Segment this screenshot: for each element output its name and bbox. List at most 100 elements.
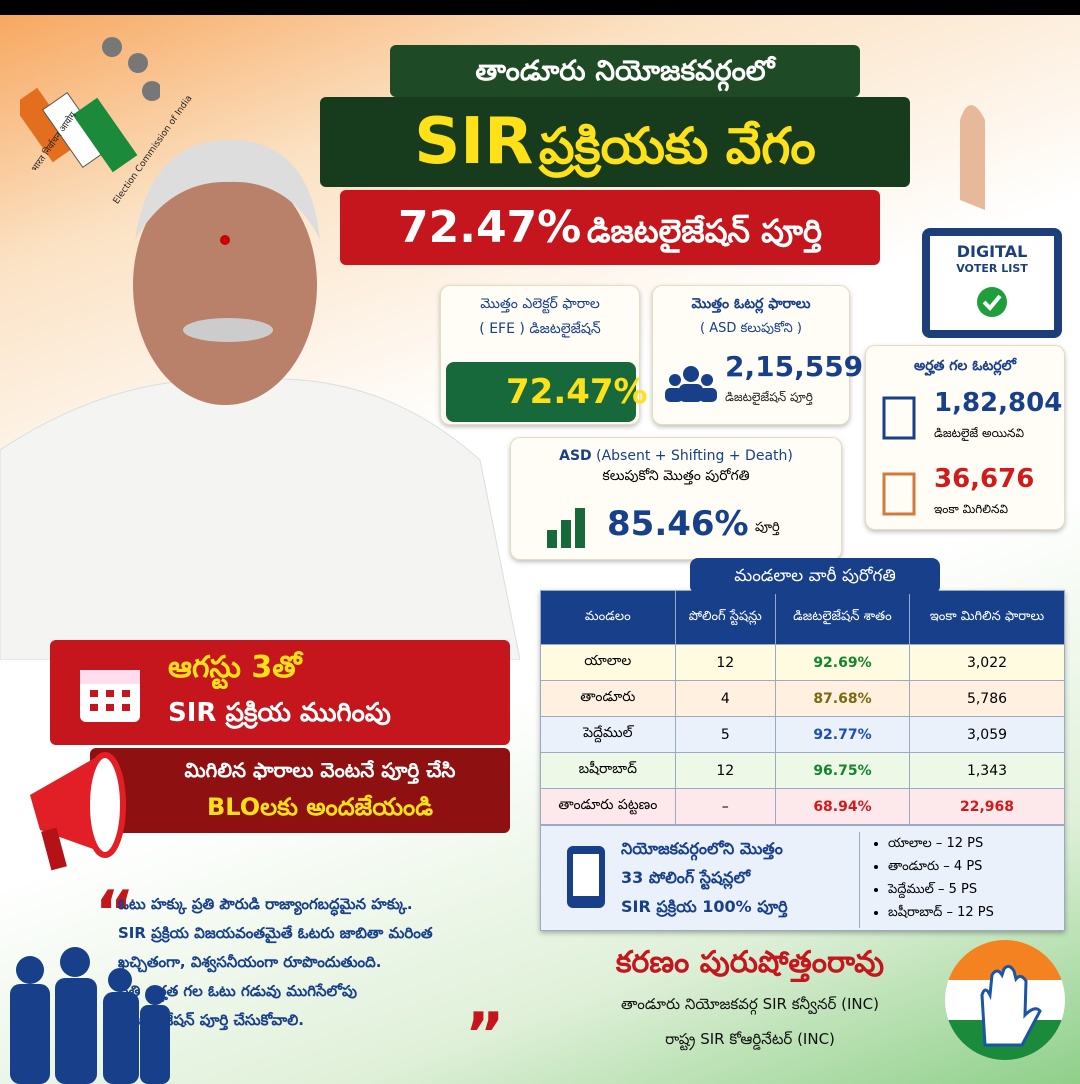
summary-item: పెద్దేముల్ – 5 PS <box>888 878 1064 901</box>
table-cell: – <box>674 788 776 825</box>
eligible-card: అర్హత గల ఓటర్లలో 1,82,804 డిజటలైజే అయినవ… <box>865 345 1065 530</box>
summary-items: యాలాల – 12 PSతాండూరు – 4 PSపెద్దేముల్ – … <box>859 832 1064 928</box>
deadline-banner: ఆగస్టు 3తో SIR ప్రక్రియ ముగింపు <box>50 640 510 745</box>
quote-line: ఖచ్చితంగా, విశ్వసనీయంగా రూపొందుతుంది. <box>118 953 382 971</box>
title-percent-box: 72.47% డిజటలైజేషన్ పూర్తి <box>340 190 880 265</box>
table-cell: తాండూరు <box>540 680 676 717</box>
people-icon <box>665 366 717 402</box>
table-row: పెద్దేముల్ 5 92.77% 3,059 <box>540 716 1065 753</box>
congress-logo <box>945 940 1065 1060</box>
quote-line: ప్రతి అర్హత గల ఓటు గడువు ముగిసేలోపు <box>118 982 357 1000</box>
title-line2-box: SIR ప్రక్రియకు వేగం <box>320 97 910 187</box>
top-bar <box>0 0 1080 15</box>
table-cell: 92.77% <box>774 716 911 753</box>
signature-role2: రాష్ట్ర SIR కోఆర్డినేటర్ (INC) <box>665 1030 835 1048</box>
calendar-icon <box>80 670 140 722</box>
table-row: బషీరాబాద్ 12 96.75% 1,343 <box>540 752 1065 789</box>
deadline-sub-banner: మిగిలిన ఫారాలు వెంటనే పూర్తి చేసి BLOలకు… <box>90 748 510 833</box>
table-cell: యాలాల <box>540 644 676 681</box>
deadline-line4: BLOలకు అందజేయండి <box>207 793 433 821</box>
deadline-line3: మిగిలిన ఫారాలు వెంటనే పూర్తి చేసి <box>184 758 456 782</box>
summary-item: యాలాల – 12 PS <box>888 832 1064 855</box>
quote-line: SIR ప్రక్రియ విజయవంతమైతే ఓటరు జాబితా మరి… <box>118 924 433 942</box>
voter-list-label: VOTER LIST <box>956 262 1028 275</box>
person-photo <box>0 140 520 660</box>
laptop-illustration <box>922 105 1062 338</box>
table-cell: 4 <box>674 680 776 717</box>
table-cell: 1,343 <box>909 752 1065 789</box>
quote-line: ఓటు హక్కు ప్రతి పౌరుడి రాజ్యాంగబద్ధమైన హ… <box>118 895 413 913</box>
table-cell: 3,059 <box>909 716 1065 753</box>
efe-label: మొత్తం ఎలెక్టర్ ఫారాల <box>480 296 600 312</box>
asd-value: 85.46% <box>607 504 749 544</box>
table-cell: 5,786 <box>909 680 1065 717</box>
bars-icon <box>547 508 585 548</box>
digital-label: DIGITAL <box>956 242 1028 261</box>
deadline-line1: ఆగస్టు 3తో <box>168 650 302 685</box>
phone-icon <box>567 846 605 908</box>
table-cell: 22,968 <box>909 788 1065 825</box>
total-note: డిజటలైజేషన్ పూర్తి <box>725 390 813 404</box>
table-cell: 12 <box>674 752 776 789</box>
header-row: మండలం పోలింగ్ స్టేషన్లు డిజటలైజేషన్ శాతం ఇం… <box>540 590 1065 645</box>
eligible-left-value: 36,676 <box>934 464 1035 494</box>
asd-label: కలుపుకోని మొత్తం పురోగతి <box>602 468 750 484</box>
total-card: మొత్తం ఓటర్ల ఫారాలు ( ASD కలుపుకోని ) 2,… <box>652 285 863 425</box>
eligible-label: అర్హత గల ఓటర్లలో <box>914 358 1016 374</box>
table-row: తాండూరు 4 87.68% 5,786 <box>540 680 1065 717</box>
asd-card: ASD (Absent + Shifting + Death) కలుపుకోన… <box>510 437 842 560</box>
total-sub: ( ASD కలుపుకోని ) <box>699 321 802 336</box>
table-cell: 96.75% <box>774 752 911 789</box>
eci-logo <box>20 37 160 173</box>
total-label: మొత్తం ఓటర్ల ఫారాలు <box>691 296 811 312</box>
summary-lines: నియోజకవర్గంలోని మొత్తం 33 పోలింగ్ స్టేషన్… <box>621 834 861 921</box>
quote-close: ” <box>465 1000 505 1070</box>
efe-card: మొత్తం ఎలెక్టర్ ఫారాల ( EFE ) డిజటలైజేషన… <box>440 285 648 425</box>
column-header: పోలింగ్ స్టేషన్లు <box>674 590 776 645</box>
column-header: మండలం <box>540 590 676 645</box>
summary-line: నియోజకవర్గంలోని మొత్తం <box>621 839 783 858</box>
quote-open: “ <box>95 878 135 948</box>
table-cell: 12 <box>674 644 776 681</box>
table-row: యాలాల 12 92.69% 3,022 <box>540 644 1065 681</box>
mandal-table-box: మండలం పోలింగ్ స్టేషన్లు డిజటలైజేషన్ శాతం ఇం… <box>540 590 1065 931</box>
efe-sub: ( EFE ) డిజటలైజేషన్ <box>479 321 601 337</box>
document-icons <box>882 396 916 516</box>
efe-value: 72.47% <box>446 362 648 422</box>
eligible-done-value: 1,82,804 <box>934 388 1063 418</box>
signature-name: కరణం పురుషోత్తంరావు <box>615 945 885 980</box>
signature-role1: తాండూరు నియోజకవర్గ SIR కన్వీనర్ (INC) <box>621 995 879 1013</box>
table-cell: 87.68% <box>774 680 911 717</box>
deadline-line2: SIR ప్రక్రియ ముగింపు <box>168 698 391 728</box>
summary-box: నియోజకవర్గంలోని మొత్తం 33 పోలింగ్ స్టేషన్… <box>540 825 1065 931</box>
summary-item: తాండూరు – 4 PS <box>888 855 1064 878</box>
total-value: 2,15,559 <box>725 350 864 383</box>
title-percent: 72.47% <box>398 202 582 253</box>
crowd-silhouette <box>10 947 170 1084</box>
summary-item: బషీరాబాద్ – 12 PS <box>888 901 1064 924</box>
table-cell: తాండూరు పట్టణం <box>540 788 676 825</box>
column-header: డిజటలైజేషన్ శాతం <box>774 590 911 645</box>
asd-note: పూర్తి <box>755 520 780 535</box>
summary-line: SIR ప్రక్రియ 100% పూర్తి <box>621 897 788 916</box>
table-cell: బషీరాబాద్ <box>540 752 676 789</box>
title-percent-text: డిజటలైజేషన్ పూర్తి <box>586 212 822 250</box>
table-cell: 68.94% <box>774 788 911 825</box>
table-cell: 5 <box>674 716 776 753</box>
column-header: ఇంకా మిగిలిన ఫారాలు <box>909 590 1065 645</box>
table-row: తాండూరు పట్టణం –68.94% 22,968 <box>540 788 1065 825</box>
title-line2: ప్రక్రియకు వేగం <box>538 117 816 175</box>
mandal-table: మండలం పోలింగ్ స్టేషన్లు డిజటలైజేషన్ శాతం ఇం… <box>540 590 1065 825</box>
megaphone-icon <box>30 752 126 871</box>
summary-line: 33 పోలింగ్ స్టేషన్లలో <box>621 868 751 887</box>
title-sir: SIR <box>414 105 534 179</box>
eligible-left-note: ఇంకా మిగిలినవి <box>934 502 1009 516</box>
asd-expansion: (Absent + Shifting + Death) <box>596 448 793 464</box>
eligible-done-note: డిజటలైజే అయినవి <box>934 426 1024 440</box>
table-cell: 3,022 <box>909 644 1065 681</box>
asd-abbr: ASD <box>559 448 592 464</box>
table-cell: పెద్దేముల్ <box>540 716 676 753</box>
table-cell: 92.69% <box>774 644 911 681</box>
table-title: మండలాల వారీ పురోగతి <box>690 558 940 594</box>
